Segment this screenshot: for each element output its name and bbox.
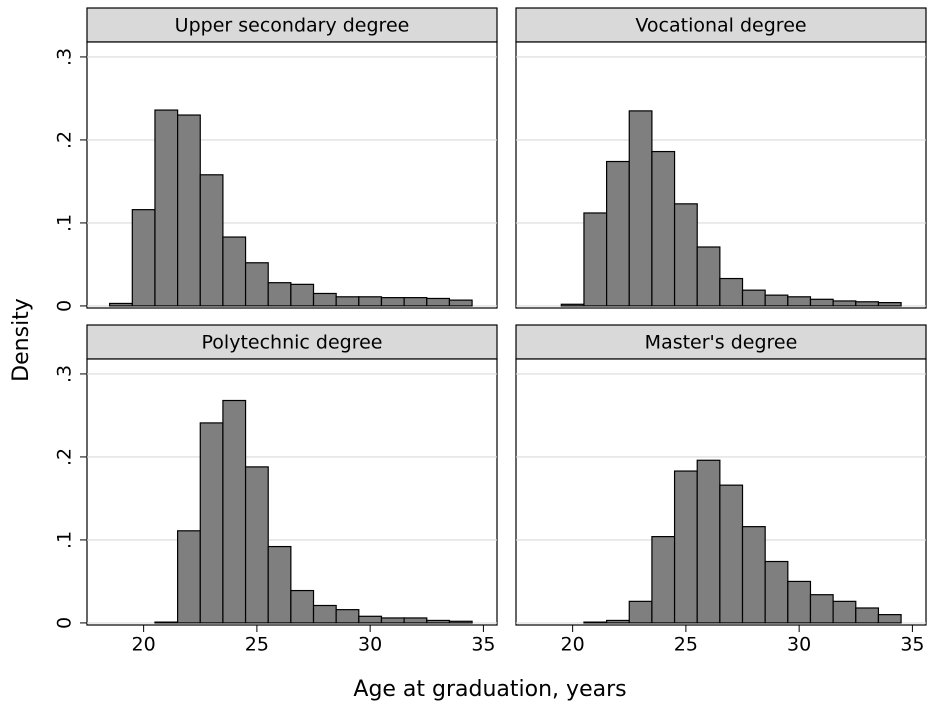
- y-tick-label: .2: [54, 131, 76, 149]
- bar: [154, 109, 179, 307]
- bar: [628, 600, 653, 624]
- y-tick-label: 0: [54, 300, 76, 312]
- bar: [560, 303, 585, 307]
- panel-title: Master's degree: [645, 332, 798, 354]
- panel-title: Upper secondary degree: [175, 15, 410, 37]
- x-tick-label: 30: [358, 634, 382, 656]
- y-tick-label: .1: [54, 214, 76, 232]
- bar: [855, 301, 880, 307]
- bar: [787, 296, 812, 307]
- y-tick-label: .2: [54, 448, 76, 466]
- bar: [877, 302, 902, 307]
- y-tick-label: .1: [54, 531, 76, 549]
- x-tick-label: 20: [561, 634, 585, 656]
- bar: [606, 619, 630, 624]
- x-tick-label: 25: [674, 634, 698, 656]
- bar: [403, 617, 428, 624]
- bar: [335, 296, 360, 307]
- bar: [199, 422, 224, 624]
- bar: [651, 536, 676, 624]
- bar: [267, 545, 292, 624]
- bar: [358, 615, 383, 624]
- bar: [832, 300, 857, 307]
- bar: [787, 580, 812, 624]
- bar: [764, 294, 789, 307]
- bar: [358, 296, 383, 307]
- bar: [651, 150, 676, 307]
- x-tick-label: 35: [900, 634, 924, 656]
- bar: [877, 614, 902, 624]
- bar: [448, 620, 473, 624]
- bar: [244, 262, 269, 307]
- y-tick-label: 0: [54, 617, 76, 629]
- x-tick-label: 35: [471, 634, 495, 656]
- bar: [154, 621, 179, 624]
- bar: [335, 609, 360, 624]
- plot-area: [515, 41, 927, 309]
- bar: [741, 289, 766, 307]
- bar: [222, 399, 247, 624]
- bar: [290, 283, 315, 307]
- bar: [764, 560, 789, 624]
- bar: [177, 530, 201, 624]
- bar: [426, 297, 451, 307]
- bar: [380, 297, 405, 307]
- x-tick-label: 20: [132, 634, 156, 656]
- bar: [855, 607, 880, 624]
- bar: [312, 292, 337, 307]
- bar: [583, 621, 608, 624]
- bar: [583, 212, 608, 307]
- bar: [199, 174, 224, 307]
- bar: [448, 299, 473, 307]
- bar: [673, 470, 698, 624]
- y-tick-label: .3: [54, 48, 76, 66]
- bar: [222, 236, 247, 307]
- panel-header: [515, 324, 927, 360]
- bar: [719, 277, 744, 307]
- x-tick-label: 25: [245, 634, 269, 656]
- bar: [719, 484, 744, 624]
- bar: [628, 110, 653, 307]
- x-axis-label: Age at graduation, years: [353, 677, 626, 702]
- panel-header: [86, 7, 498, 43]
- bar: [312, 604, 337, 624]
- plot-area: [86, 358, 498, 626]
- bar: [673, 203, 698, 307]
- bar: [109, 302, 133, 307]
- bar: [832, 600, 857, 624]
- bar: [267, 282, 292, 307]
- panel-title: Polytechnic degree: [202, 332, 383, 354]
- panel-header: [515, 7, 927, 43]
- bar: [403, 297, 428, 307]
- bar: [809, 298, 834, 307]
- bar: [244, 466, 269, 624]
- y-tick-label: .3: [54, 365, 76, 383]
- bar: [380, 617, 405, 624]
- x-tick-label: 30: [787, 634, 811, 656]
- bar: [426, 619, 451, 624]
- panel-header: [86, 324, 498, 360]
- bar: [131, 209, 156, 307]
- bar: [290, 589, 315, 624]
- bar: [696, 246, 721, 307]
- bar: [177, 114, 201, 307]
- y-axis-label: Density: [9, 298, 34, 382]
- bar: [809, 594, 834, 624]
- bar: [606, 160, 630, 307]
- panel-title: Vocational degree: [635, 15, 806, 37]
- bar: [696, 459, 721, 624]
- bar: [741, 526, 766, 624]
